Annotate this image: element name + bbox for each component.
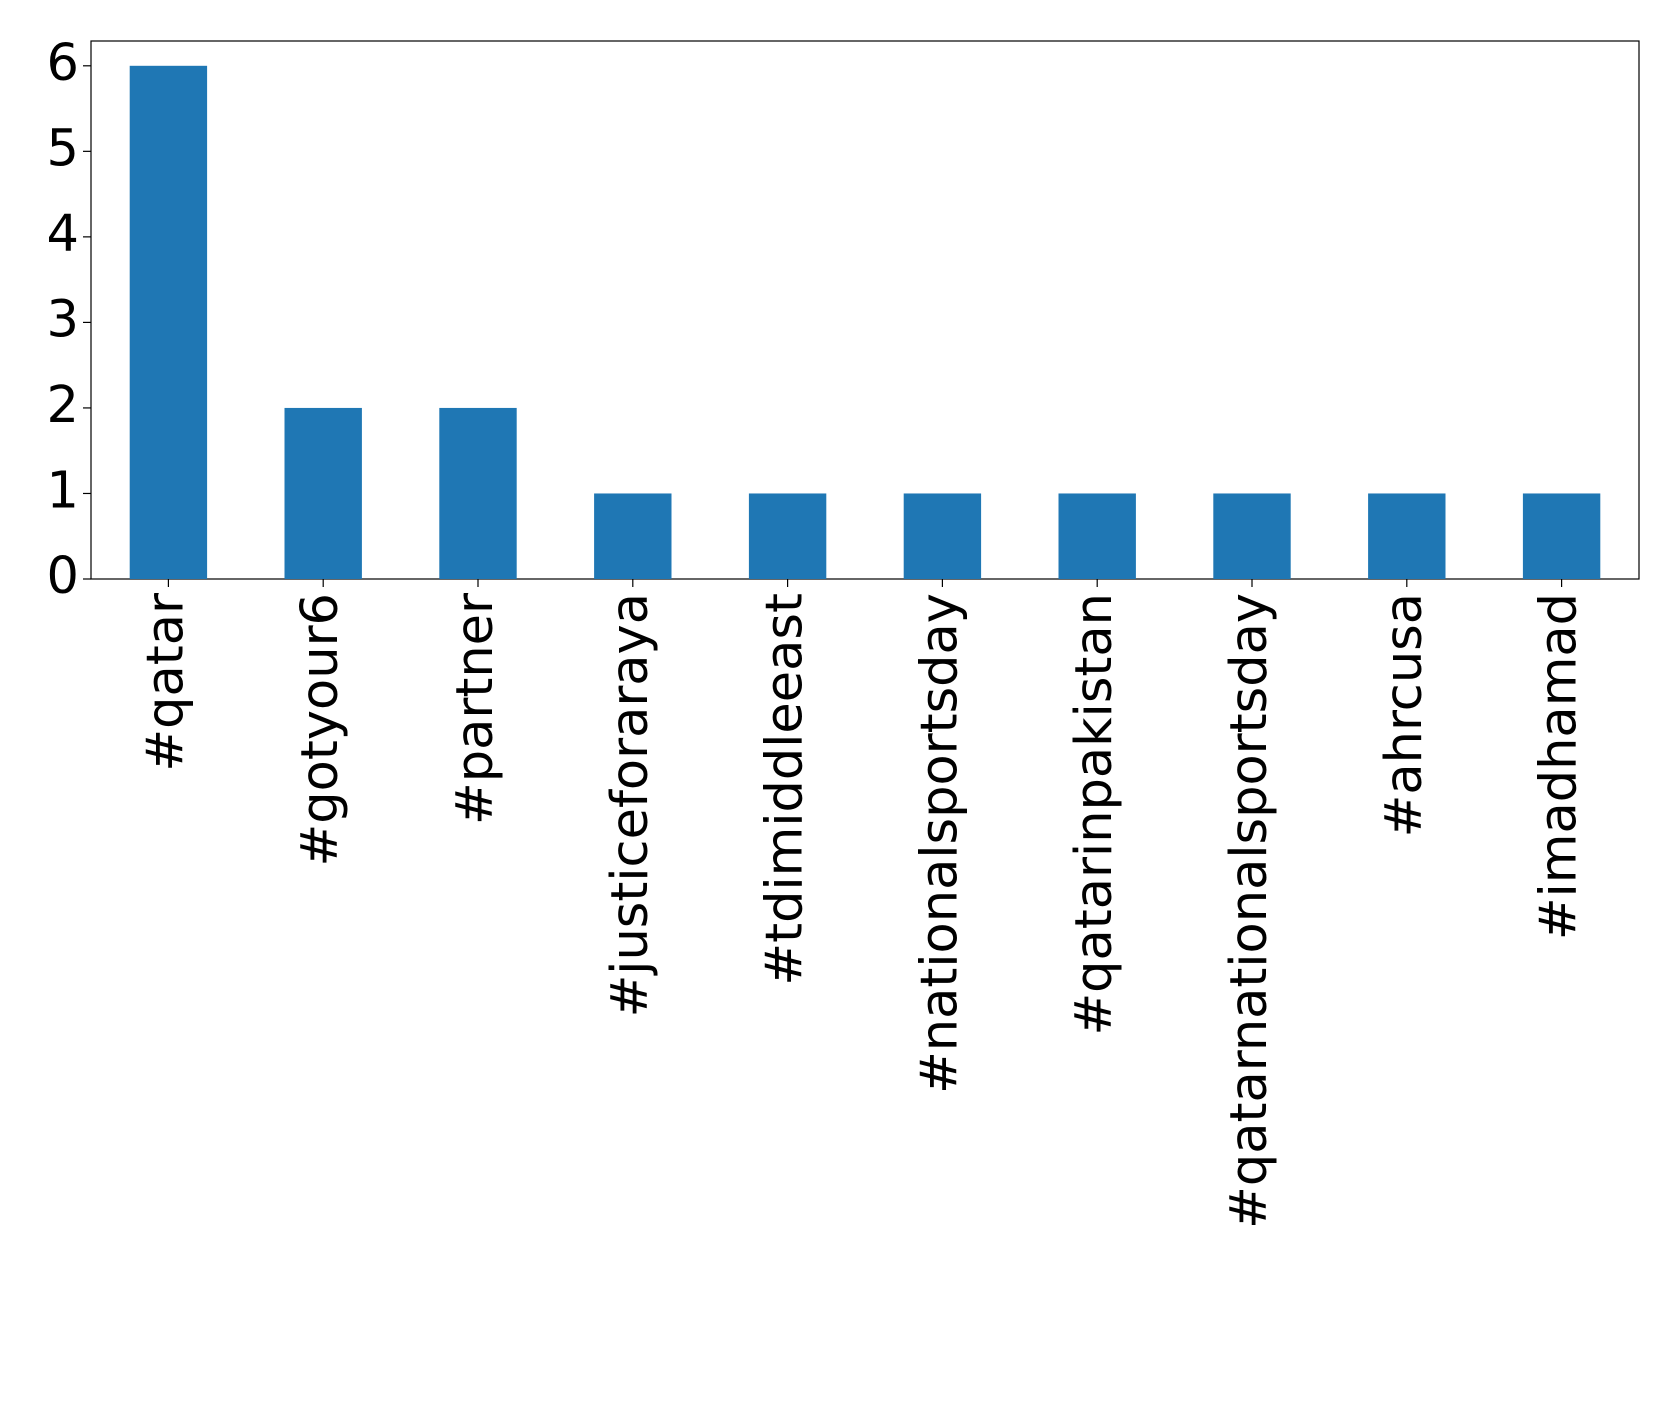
bar [284,407,362,579]
x-tick-label: #justiceforaraya [601,593,660,1017]
x-tick-label: #qatarinpakistan [1065,593,1124,1036]
x-tick-label: #imadhamad [1530,593,1589,940]
x-tick-label: #tdimiddleeast [756,593,815,986]
y-tick-label: 3 [47,290,79,349]
bar [594,493,672,579]
x-tick-label: #qatarnationalsportsday [1220,593,1279,1229]
bar [748,493,827,579]
x-tick-label: #nationalsportsday [910,593,969,1094]
y-tick-label: 5 [47,119,79,178]
y-tick-label: 0 [47,547,79,606]
bar [1368,493,1446,579]
x-tick-label: #ahrcusa [1375,593,1434,837]
x-tick-label: #qatar [136,593,195,772]
bar [129,65,208,580]
y-tick-label: 1 [47,461,79,520]
y-tick-label: 2 [47,376,79,435]
x-tick-label: #gotyour6 [291,593,350,866]
y-tick-label: 4 [47,205,79,264]
bar [903,493,982,579]
bar [1522,493,1601,579]
x-tick-label: #partner [446,593,505,825]
y-tick-label: 6 [47,34,79,93]
bar [1058,493,1136,579]
plot-frame [90,40,1640,580]
bar [439,407,517,579]
bar [1213,493,1291,579]
